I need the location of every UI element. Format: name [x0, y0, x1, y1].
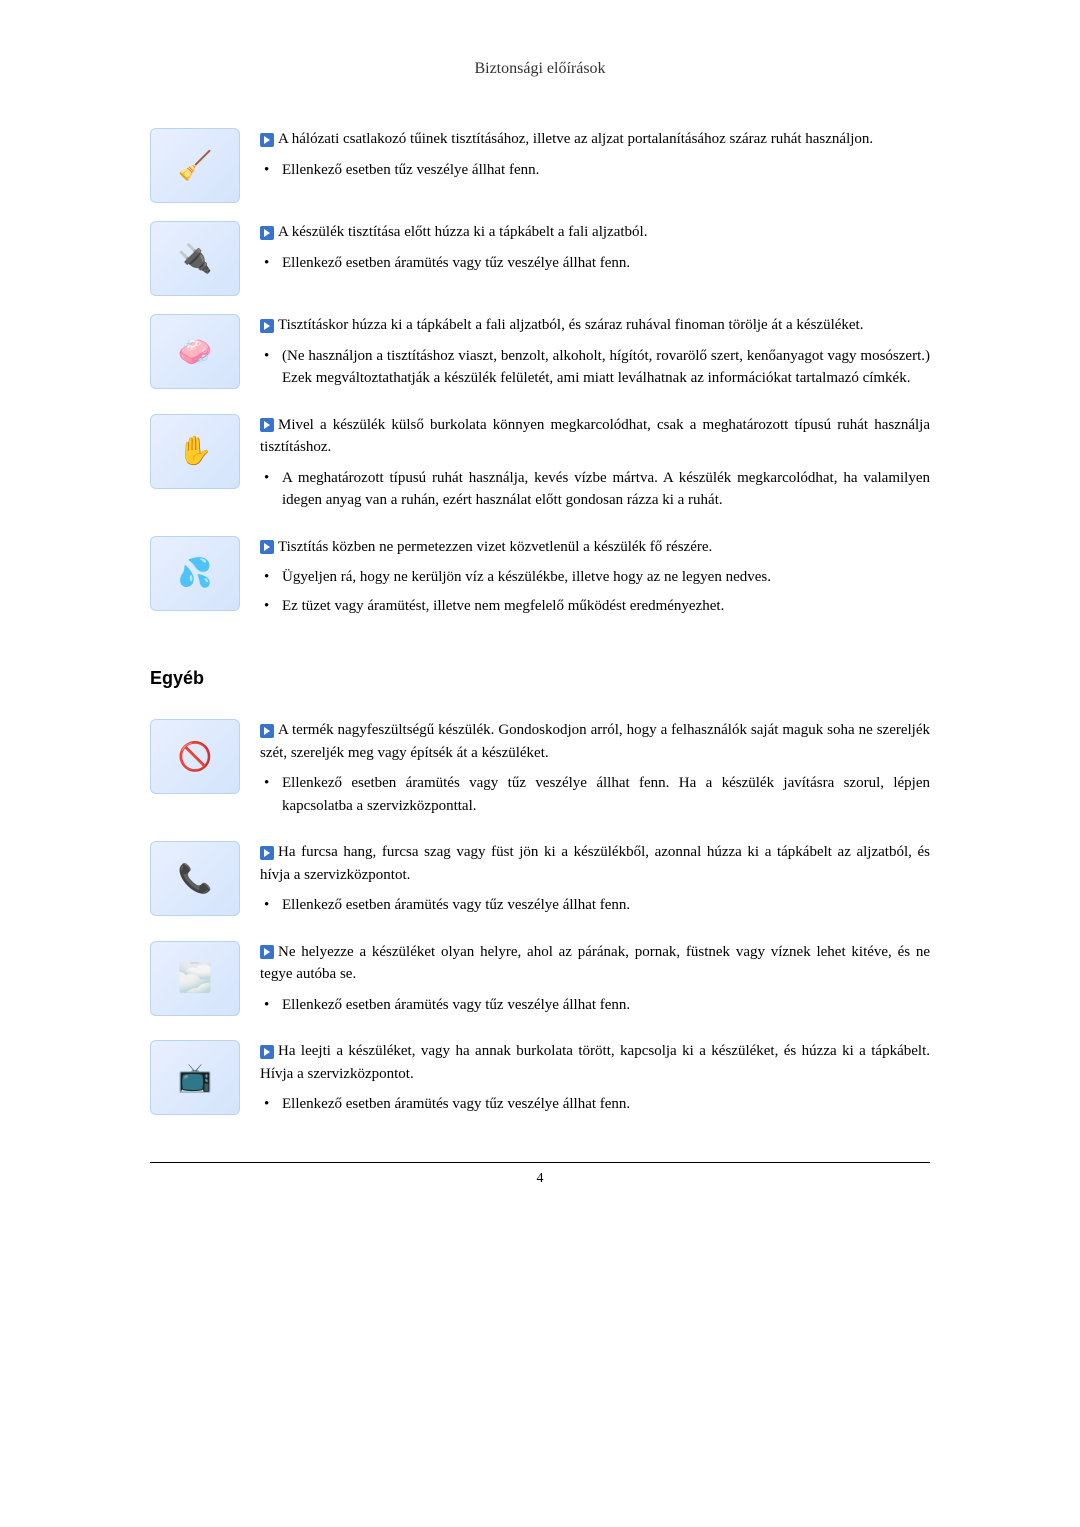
no-dust-icon: 🌫️	[150, 941, 240, 1016]
no-spray-icon: 💦	[150, 536, 240, 611]
section-title: Egyéb	[150, 668, 930, 689]
safety-item: 📞 Ha furcsa hang, furcsa szag vagy füst …	[150, 841, 930, 923]
main-text-span: Mivel a készülék külső burkolata könnyen…	[260, 417, 930, 456]
item-main-text: A termék nagyfeszültségű készülék. Gondo…	[260, 719, 930, 764]
item-main-text: Tisztításkor húzza ki a tápkábelt a fali…	[260, 314, 930, 337]
sub-item: Ügyeljen rá, hogy ne kerüljön víz a kész…	[282, 566, 930, 589]
sub-list: Ellenkező esetben áramütés vagy tűz vesz…	[260, 1093, 930, 1116]
item-content: Ha furcsa hang, furcsa szag vagy füst jö…	[260, 841, 930, 923]
item-content: A termék nagyfeszültségű készülék. Gondo…	[260, 719, 930, 823]
safety-item: 🌫️ Ne helyezze a készüléket olyan helyre…	[150, 941, 930, 1023]
no-disassemble-icon: 🚫	[150, 719, 240, 794]
broken-device-icon: 📺	[150, 1040, 240, 1115]
sub-item: Ellenkező esetben tűz veszélye állhat fe…	[282, 159, 930, 182]
page-number: 4	[150, 1171, 930, 1187]
safety-item: 🚫 A termék nagyfeszültségű készülék. Gon…	[150, 719, 930, 823]
item-content: A készülék tisztítása előtt húzza ki a t…	[260, 221, 930, 280]
call-service-icon: 📞	[150, 841, 240, 916]
item-content: Tisztítás közben ne permetezzen vizet kö…	[260, 536, 930, 624]
item-main-text: A hálózati csatlakozó tűinek tisztításáh…	[260, 128, 930, 151]
item-main-text: Ha leejti a készüléket, vagy ha annak bu…	[260, 1040, 930, 1085]
item-main-text: Mivel a készülék külső burkolata könnyen…	[260, 414, 930, 459]
item-content: A hálózati csatlakozó tűinek tisztításáh…	[260, 128, 930, 187]
safety-item: ✋ Mivel a készülék külső burkolata könny…	[150, 414, 930, 518]
arrow-icon	[260, 724, 274, 738]
sub-item: (Ne használjon a tisztításhoz viaszt, be…	[282, 345, 930, 390]
arrow-icon	[260, 846, 274, 860]
sub-item: Ellenkező esetben áramütés vagy tűz vesz…	[282, 252, 930, 275]
item-content: Ne helyezze a készüléket olyan helyre, a…	[260, 941, 930, 1023]
safety-item: 🔌 A készülék tisztítása előtt húzza ki a…	[150, 221, 930, 296]
unplug-icon: 🔌	[150, 221, 240, 296]
arrow-icon	[260, 1045, 274, 1059]
footer-divider	[150, 1162, 930, 1163]
sub-item: Ellenkező esetben áramütés vagy tűz vesz…	[282, 994, 930, 1017]
item-content: Tisztításkor húzza ki a tápkábelt a fali…	[260, 314, 930, 396]
safety-item: 💦 Tisztítás közben ne permetezzen vizet …	[150, 536, 930, 624]
arrow-icon	[260, 226, 274, 240]
item-content: Ha leejti a készüléket, vagy ha annak bu…	[260, 1040, 930, 1122]
main-text-span: Ha furcsa hang, furcsa szag vagy füst jö…	[260, 844, 930, 883]
sub-list: Ellenkező esetben áramütés vagy tűz vesz…	[260, 994, 930, 1017]
clean-wipe-icon: 🧼	[150, 314, 240, 389]
main-text-span: A termék nagyfeszültségű készülék. Gondo…	[260, 722, 930, 761]
cleaning-cloth-icon: 🧹	[150, 128, 240, 203]
item-main-text: Ha furcsa hang, furcsa szag vagy füst jö…	[260, 841, 930, 886]
main-text-span: Ha leejti a készüléket, vagy ha annak bu…	[260, 1043, 930, 1082]
header-title: Biztonsági előírások	[474, 60, 605, 77]
arrow-icon	[260, 418, 274, 432]
sub-list: Ellenkező esetben áramütés vagy tűz vesz…	[260, 252, 930, 275]
item-content: Mivel a készülék külső burkolata könnyen…	[260, 414, 930, 518]
sub-list: (Ne használjon a tisztításhoz viaszt, be…	[260, 345, 930, 390]
main-text-span: A hálózati csatlakozó tűinek tisztításáh…	[278, 131, 873, 147]
sub-list: Ellenkező esetben tűz veszélye állhat fe…	[260, 159, 930, 182]
arrow-icon	[260, 319, 274, 333]
main-text-span: Ne helyezze a készüléket olyan helyre, a…	[260, 944, 930, 983]
sub-item: A meghatározott típusú ruhát használja, …	[282, 467, 930, 512]
sub-item: Ellenkező esetben áramütés vagy tűz vesz…	[282, 772, 930, 817]
arrow-icon	[260, 133, 274, 147]
sub-list: Ellenkező esetben áramütés vagy tűz vesz…	[260, 894, 930, 917]
sub-item: Ellenkező esetben áramütés vagy tűz vesz…	[282, 1093, 930, 1116]
sub-list: Ellenkező esetben áramütés vagy tűz vesz…	[260, 772, 930, 817]
safety-item: 📺 Ha leejti a készüléket, vagy ha annak …	[150, 1040, 930, 1122]
item-main-text: Tisztítás közben ne permetezzen vizet kö…	[260, 536, 930, 559]
page-header: Biztonsági előírások	[150, 60, 930, 78]
sub-list: A meghatározott típusú ruhát használja, …	[260, 467, 930, 512]
sub-item: Ellenkező esetben áramütés vagy tűz vesz…	[282, 894, 930, 917]
main-text-span: A készülék tisztítása előtt húzza ki a t…	[278, 224, 647, 240]
arrow-icon	[260, 540, 274, 554]
sub-list: Ügyeljen rá, hogy ne kerüljön víz a kész…	[260, 566, 930, 617]
item-main-text: Ne helyezze a készüléket olyan helyre, a…	[260, 941, 930, 986]
safety-item: 🧼 Tisztításkor húzza ki a tápkábelt a fa…	[150, 314, 930, 396]
item-main-text: A készülék tisztítása előtt húzza ki a t…	[260, 221, 930, 244]
hand-cloth-icon: ✋	[150, 414, 240, 489]
main-text-span: Tisztítás közben ne permetezzen vizet kö…	[278, 539, 712, 555]
main-text-span: Tisztításkor húzza ki a tápkábelt a fali…	[278, 317, 863, 333]
safety-item: 🧹 A hálózati csatlakozó tűinek tisztítás…	[150, 128, 930, 203]
sub-item: Ez tüzet vagy áramütést, illetve nem meg…	[282, 595, 930, 618]
arrow-icon	[260, 945, 274, 959]
